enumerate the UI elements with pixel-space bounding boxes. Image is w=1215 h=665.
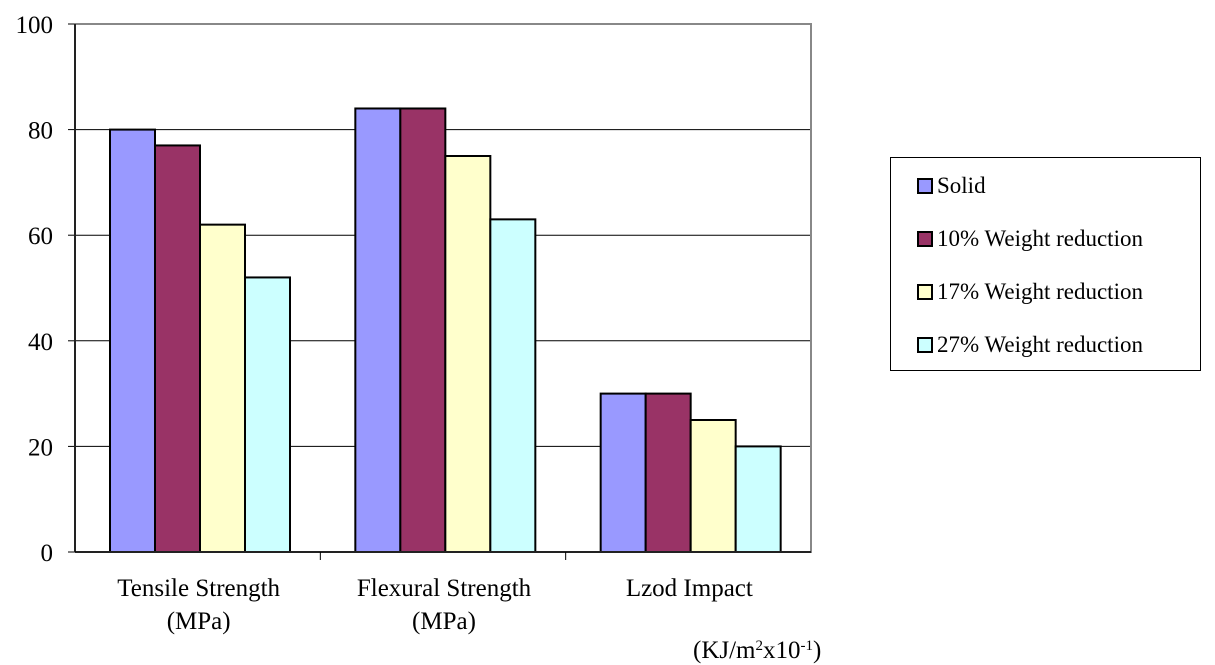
bar-2-cat-1 (154, 144, 201, 553)
bar-1-cat-3 (599, 392, 647, 553)
bars (109, 107, 782, 554)
legend-label-27pct: 27% Weight reduction (937, 332, 1143, 357)
legend-swatch-17pct (917, 284, 933, 300)
legend-swatch-27pct (917, 337, 933, 353)
unit-mid: x10 (763, 637, 801, 664)
x-tick-label-3-line-1: Lzod Impact (626, 575, 753, 602)
legend-item-17pct: 17% Weight reduction (917, 277, 1143, 307)
y-tick-labels: 0 20 40 60 80 100 (16, 12, 54, 567)
x-tick-label-2-line-1: Flexural Strength (357, 575, 532, 602)
bar-4-cat-2 (489, 218, 537, 554)
impact-unit-note: (KJ/m2x10-1) (693, 632, 821, 665)
axes (68, 23, 812, 560)
bar-3-cat-3 (689, 419, 737, 553)
y-tick-label-0: 0 (41, 540, 54, 567)
legend-label-solid: Solid (937, 173, 986, 198)
legend-item-10pct: 10% Weight reduction (917, 224, 1143, 254)
bar-2-cat-3 (644, 392, 692, 553)
legend: Solid 10% Weight reduction 17% Weight re… (890, 157, 1201, 371)
legend-item-solid: Solid (917, 171, 986, 201)
legend-item-27pct: 27% Weight reduction (917, 330, 1143, 360)
y-tick-label-20: 20 (28, 434, 53, 461)
unit-suffix: ) (813, 637, 822, 664)
bar-4-cat-1 (244, 276, 291, 553)
x-tick-label-1-line-1: Tensile Strength (117, 575, 280, 602)
unit-prefix: (KJ/m (693, 637, 756, 664)
unit-exp-1: 2 (755, 638, 764, 654)
y-tick-label-100: 100 (16, 12, 54, 39)
x-tick-label-2-line-2: (MPa) (412, 608, 476, 635)
bar-1-cat-2 (354, 107, 402, 553)
bar-3-cat-2 (444, 155, 492, 553)
legend-swatch-solid (917, 178, 933, 194)
x-tick-label-1-line-2: (MPa) (167, 608, 231, 635)
y-tick-label-80: 80 (28, 118, 53, 145)
bar-1-cat-1 (109, 128, 156, 553)
x-tick-labels: Tensile Strength (MPa) Flexural Strength (M… (117, 575, 753, 635)
bar-3-cat-1 (199, 223, 246, 553)
y-tick-label-60: 60 (28, 223, 53, 250)
legend-label-10pct: 10% Weight reduction (937, 226, 1143, 251)
bar-2-cat-2 (399, 107, 447, 553)
legend-label-17pct: 17% Weight reduction (937, 279, 1143, 304)
bar-4-cat-3 (734, 445, 782, 553)
y-tick-label-40: 40 (28, 329, 53, 356)
unit-exp-2: -1 (800, 638, 814, 654)
legend-swatch-10pct (917, 231, 933, 247)
